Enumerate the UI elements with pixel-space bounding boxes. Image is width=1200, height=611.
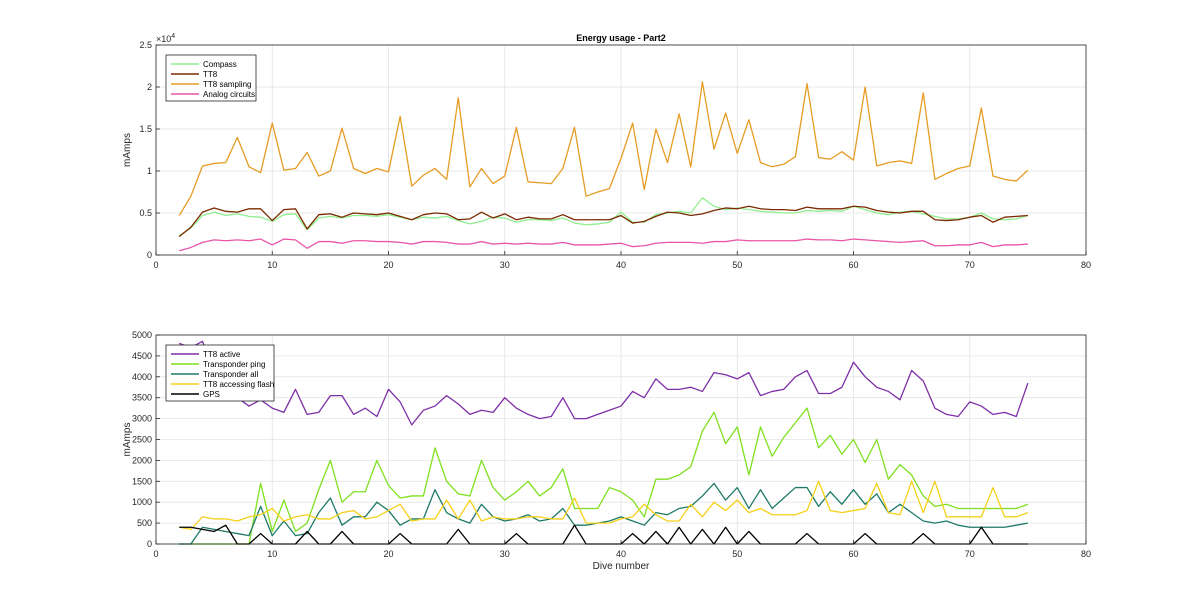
legend-entry: Compass bbox=[203, 60, 237, 69]
legend-entry: Analog circuits bbox=[203, 90, 255, 99]
x-tick-label: 50 bbox=[732, 549, 742, 559]
x-axis-label: Dive number bbox=[593, 561, 650, 572]
y-tick-label: 4000 bbox=[132, 372, 152, 382]
x-tick-label: 30 bbox=[500, 549, 510, 559]
chart-transponder-tt8: 0 10 20 30 40 50 60 70 80 0 500 1000 1500 2000 2500 300… bbox=[122, 330, 1091, 572]
legend-entry: TT8 sampling bbox=[203, 80, 251, 89]
x-tick-label: 80 bbox=[1081, 260, 1091, 270]
x-tick-label: 70 bbox=[965, 549, 975, 559]
x-tick-label: 0 bbox=[153, 549, 158, 559]
x-tick-label: 80 bbox=[1081, 549, 1091, 559]
y-tick-label: 2.5 bbox=[139, 40, 152, 50]
x-tick-label: 30 bbox=[500, 260, 510, 270]
y-axis-label: mAmps bbox=[122, 133, 133, 167]
y-tick-label: 2000 bbox=[132, 455, 152, 465]
x-tick-label: 50 bbox=[732, 260, 742, 270]
legend-entry: TT8 accessing flash bbox=[203, 380, 274, 389]
chart-title: Energy usage - Part2 bbox=[576, 33, 666, 43]
legend-entry: TT8 active bbox=[203, 350, 241, 359]
x-tick-label: 40 bbox=[616, 549, 626, 559]
y-tick-label: 0 bbox=[147, 250, 152, 260]
x-tick-label: 10 bbox=[267, 549, 277, 559]
axes-frame bbox=[155, 334, 1087, 545]
axes-frame bbox=[155, 44, 1087, 256]
series-line-analog-circuits bbox=[179, 238, 1028, 252]
y-tick-label: 5000 bbox=[132, 330, 152, 340]
x-tick-label: 10 bbox=[267, 260, 277, 270]
y-exponent-label: ×104 bbox=[156, 33, 175, 44]
y-tick-label: 3000 bbox=[132, 414, 152, 424]
series-line-tt8-active bbox=[179, 340, 1029, 426]
y-tick-label: 0 bbox=[147, 539, 152, 549]
x-tick-label: 20 bbox=[383, 260, 393, 270]
y-tick-label: 2 bbox=[147, 82, 152, 92]
y-tick-label: 1000 bbox=[132, 497, 152, 507]
y-tick-label: 1500 bbox=[132, 476, 152, 486]
y-tick-label: 2500 bbox=[132, 435, 152, 445]
x-tick-label: 0 bbox=[153, 260, 158, 270]
legend-entry: Transponder ping bbox=[203, 360, 265, 369]
legend-entry: TT8 bbox=[203, 70, 218, 79]
series-line-tt8-accessing-flash bbox=[179, 480, 1029, 531]
series-line-transponder-ping bbox=[179, 407, 1029, 545]
y-axis-label: mAmps bbox=[122, 423, 133, 457]
y-tick-label: 3500 bbox=[132, 393, 152, 403]
series-line-tt8 bbox=[178, 205, 1028, 238]
y-tick-label: 1.5 bbox=[139, 124, 152, 134]
legend-entry: GPS bbox=[203, 390, 220, 399]
y-tick-label: 0.5 bbox=[139, 208, 152, 218]
x-tick-label: 70 bbox=[965, 260, 975, 270]
series-line-compass bbox=[178, 197, 1029, 237]
x-tick-label: 20 bbox=[383, 549, 393, 559]
x-tick-label: 60 bbox=[848, 260, 858, 270]
x-tick-label: 40 bbox=[616, 260, 626, 270]
y-tick-label: 1 bbox=[147, 166, 152, 176]
chart-energy-part2: 0 10 20 30 40 50 60 70 80 0 0.5 1 1.5 2 2.5 Energy usag… bbox=[122, 33, 1091, 270]
y-tick-label: 500 bbox=[137, 518, 152, 528]
series-line-tt8-sampling bbox=[178, 81, 1029, 216]
y-tick-label: 4500 bbox=[132, 351, 152, 361]
x-tick-label: 60 bbox=[848, 549, 858, 559]
legend-entry: Transponder all bbox=[203, 370, 259, 379]
